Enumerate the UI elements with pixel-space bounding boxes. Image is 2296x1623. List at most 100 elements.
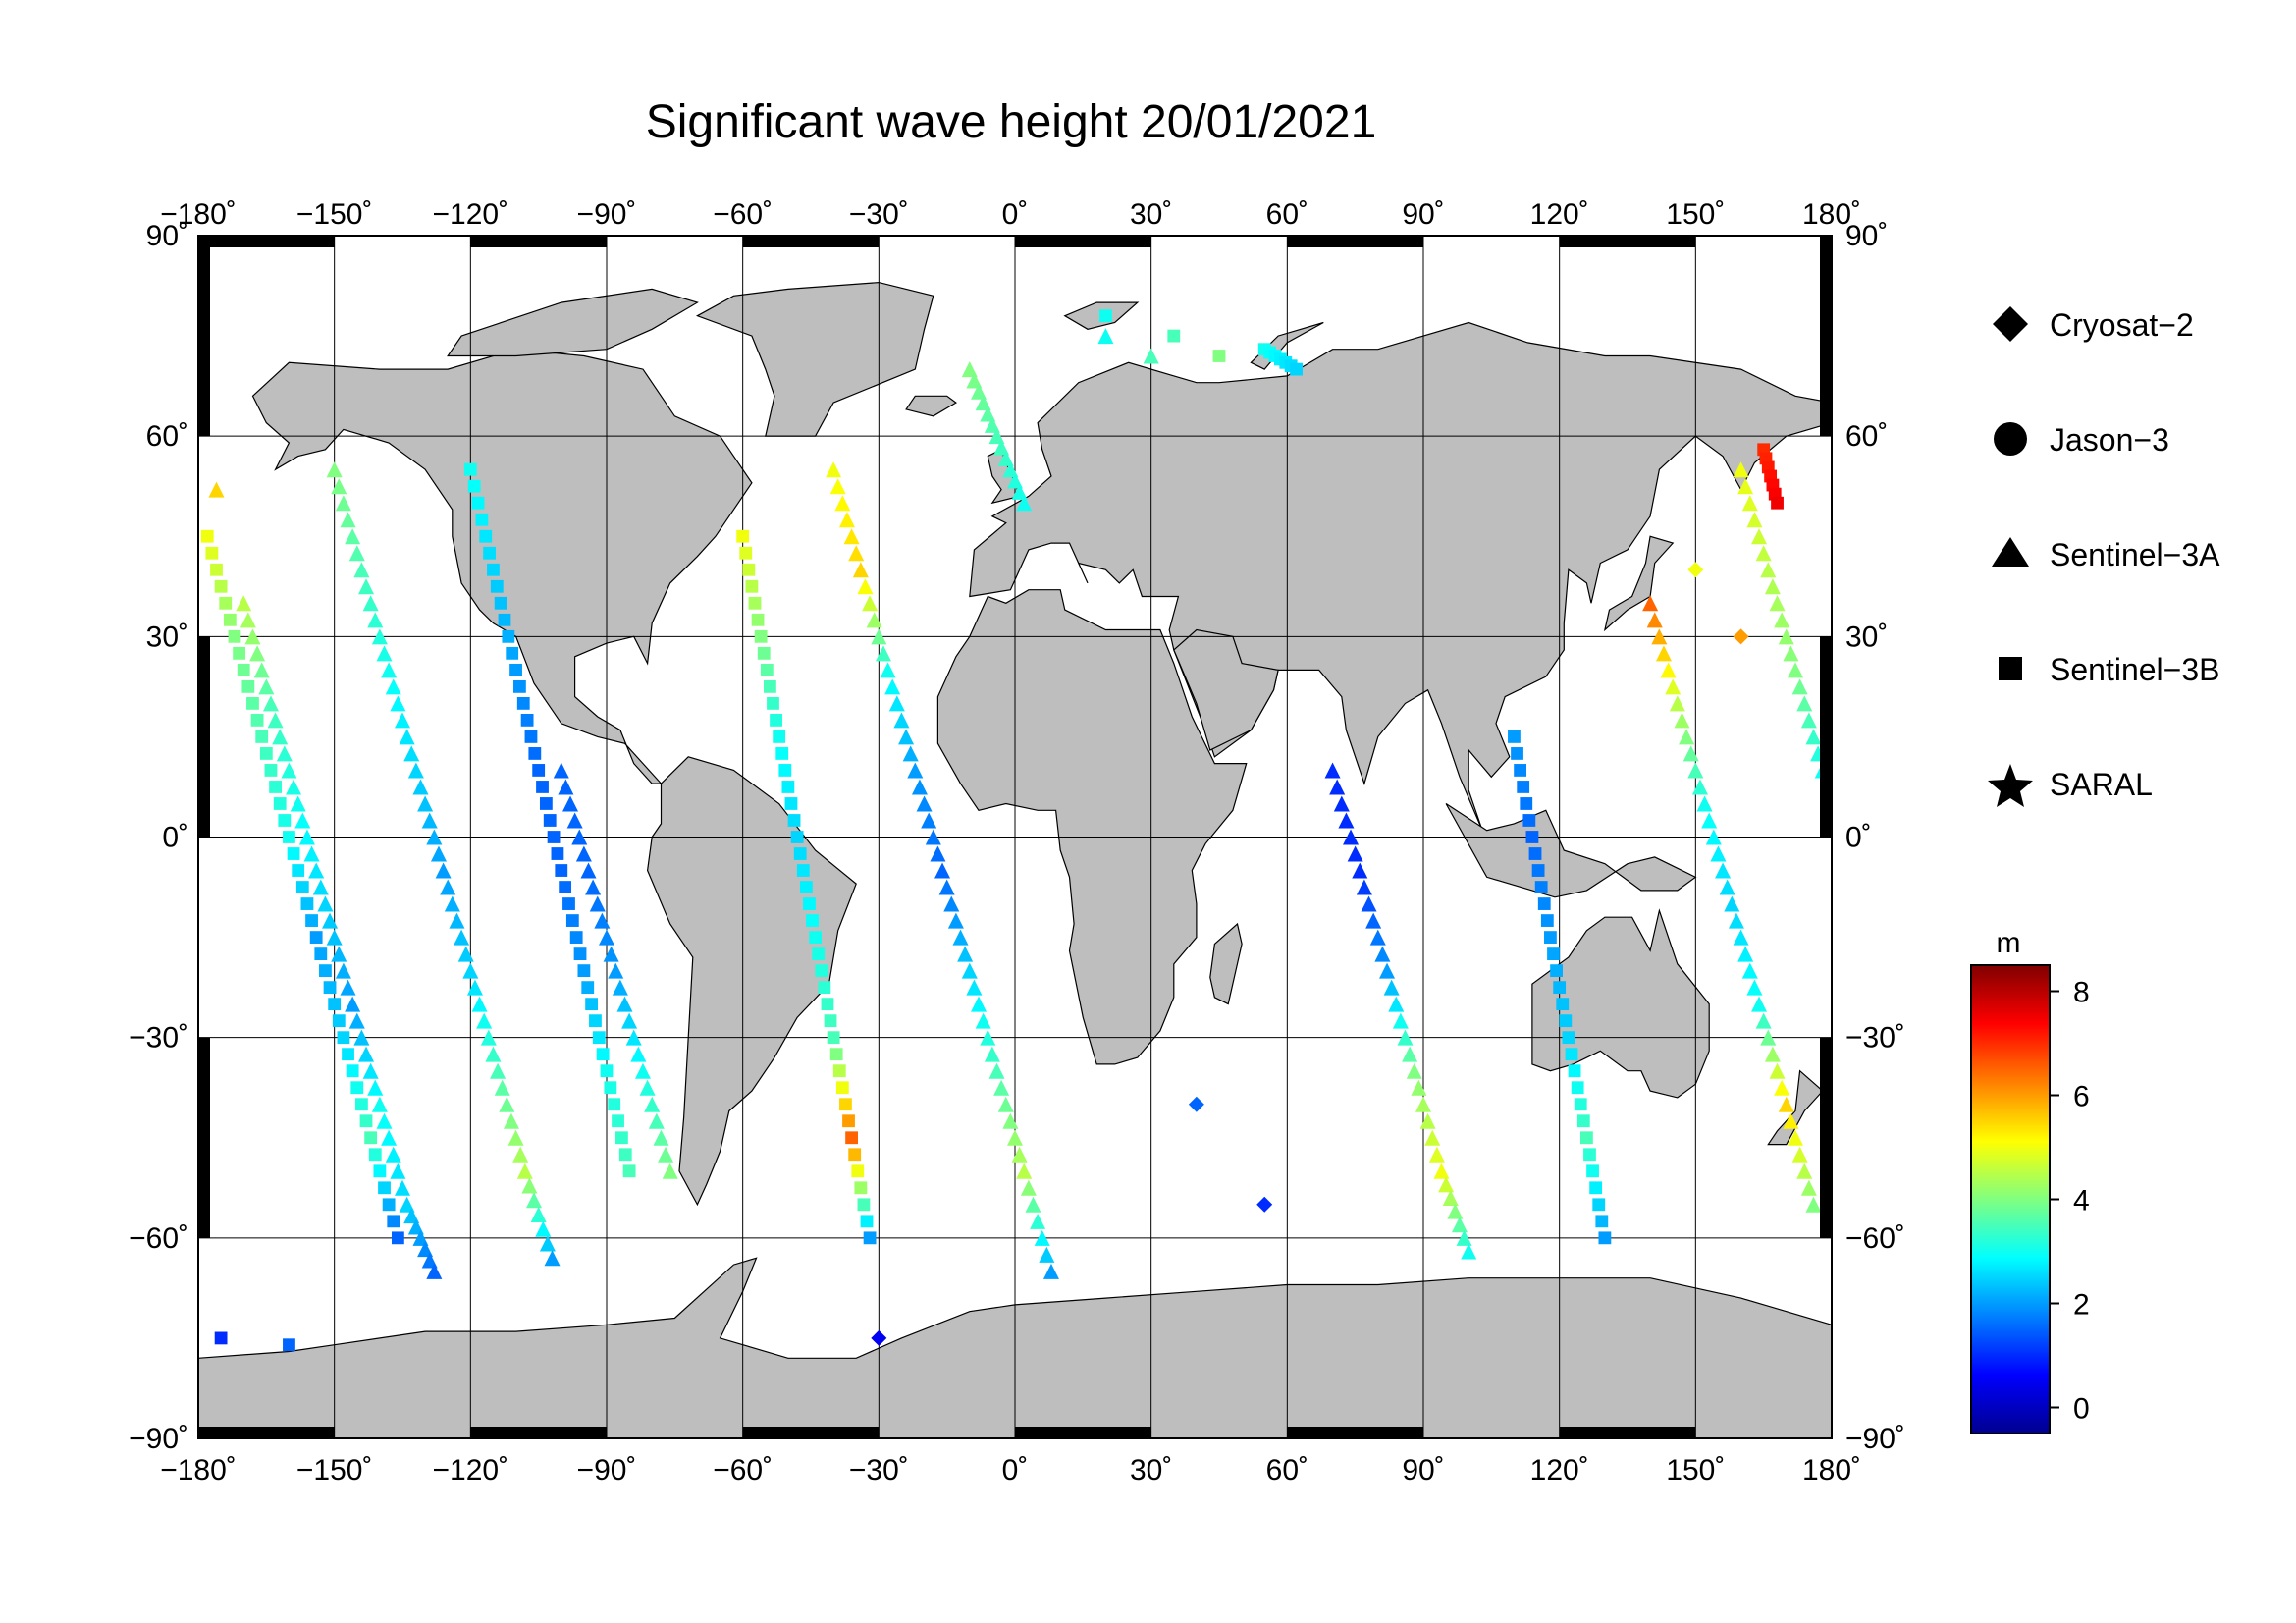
track-point-triangle	[440, 879, 456, 895]
track-point-triangle	[1682, 745, 1699, 762]
track-point-square	[264, 764, 278, 777]
track-point-square	[863, 1231, 877, 1245]
track-point-triangle	[971, 383, 988, 400]
track-point-square	[269, 781, 282, 793]
frame-bar-bottom	[742, 1427, 880, 1438]
track-point-triangle	[399, 729, 415, 745]
track-point-square	[205, 546, 219, 560]
track-point-triangle	[1760, 562, 1777, 578]
land-new-zealand	[1767, 1069, 1824, 1146]
track-point-square	[832, 1064, 846, 1078]
track-point-square	[860, 1215, 874, 1228]
track-point-triangle	[345, 996, 361, 1012]
track-point-square	[604, 1081, 617, 1095]
track-point-triangle	[1800, 712, 1817, 729]
track-point-triangle	[848, 545, 865, 562]
track-point-triangle	[499, 1096, 515, 1112]
track-point-triangle	[1669, 695, 1685, 712]
latitude-label: −30˚	[1845, 1022, 1905, 1055]
track-point-triangle	[407, 1218, 424, 1235]
track-point-triangle	[1665, 678, 1682, 695]
track-point-triangle	[1030, 1213, 1046, 1229]
track-point-triangle	[298, 829, 315, 845]
track-point-triangle	[1701, 812, 1718, 829]
latitude-label: 0˚	[1845, 822, 1872, 854]
track-point-square	[585, 998, 598, 1011]
track-point-square	[528, 747, 542, 760]
latitude-label: 90˚	[1845, 220, 1888, 252]
track-point-square	[827, 1031, 840, 1045]
track-point-diamond	[1733, 628, 1749, 645]
track-point-square	[818, 981, 831, 995]
frame-bar-bottom	[470, 1427, 607, 1438]
track-point-square	[815, 964, 828, 978]
track-point-square	[309, 931, 323, 944]
track-point-triangle	[1691, 779, 1708, 795]
track-point-square	[250, 714, 264, 727]
track-point-triangle	[335, 495, 351, 512]
track-point-square	[378, 1181, 391, 1195]
track-point-triangle	[1791, 1146, 1808, 1163]
track-point-triangle	[1442, 1190, 1459, 1206]
track-point-triangle	[362, 595, 379, 612]
track-point-triangle	[603, 946, 619, 962]
track-point-square	[577, 964, 591, 978]
track-point-square	[829, 1048, 843, 1061]
latitude-label: 90˚	[146, 220, 188, 252]
track-point-triangle	[345, 528, 361, 545]
track-point-triangle	[893, 712, 910, 729]
track-point-square	[1514, 764, 1527, 777]
track-point-triangle	[516, 1163, 533, 1179]
track-point-triangle	[1039, 1246, 1055, 1263]
longitude-label: 0˚	[1002, 1454, 1029, 1487]
track-point-square	[233, 646, 245, 660]
track-point-square	[555, 864, 568, 877]
track-point-triangle	[1760, 1029, 1777, 1046]
track-point-triangle	[952, 929, 969, 946]
track-point-square	[748, 596, 762, 610]
track-point-triangle	[1461, 1243, 1477, 1260]
frame-bar-bottom	[198, 1427, 335, 1438]
track-point-square	[1547, 947, 1560, 960]
track-point-square	[1589, 1181, 1603, 1195]
track-point-triangle	[1674, 712, 1690, 729]
track-point-triangle	[358, 1046, 375, 1062]
track-point-triangle	[1415, 1096, 1431, 1112]
track-point-triangle	[1042, 1263, 1059, 1279]
track-point-square	[355, 1098, 368, 1111]
track-point-triangle	[303, 845, 320, 862]
track-point-triangle	[1764, 578, 1781, 595]
track-point-square	[1212, 350, 1226, 362]
track-point-triangle	[1356, 879, 1372, 895]
circle-icon	[1994, 422, 2027, 456]
track-point-square	[1574, 1098, 1587, 1111]
track-point-triangle	[585, 879, 602, 895]
frame-bar-top	[198, 236, 335, 247]
track-point-triangle	[371, 628, 388, 645]
track-point-triangle	[426, 829, 443, 845]
track-point-triangle	[340, 979, 356, 996]
track-point-square	[273, 797, 287, 810]
track-point-triangle	[1710, 845, 1727, 862]
track-point-triangle	[966, 979, 983, 996]
track-point-square	[754, 629, 768, 643]
track-point-triangle	[993, 1079, 1010, 1096]
track-point-square	[1595, 1215, 1609, 1228]
track-point-square	[210, 563, 223, 576]
track-point-triangle	[1025, 1196, 1041, 1213]
track-point-triangle	[566, 812, 583, 829]
track-point-square	[346, 1064, 359, 1078]
track-point-triangle	[340, 512, 356, 528]
track-point-square	[809, 931, 823, 944]
track-point-square	[479, 529, 493, 543]
track-point-triangle	[1361, 895, 1377, 912]
colorbar-unit: m	[1997, 927, 2021, 959]
track-point-square	[1565, 1048, 1578, 1061]
track-point-triangle	[594, 912, 611, 929]
track-point-triangle	[367, 1079, 384, 1096]
track-point-square	[803, 897, 816, 910]
track-point-square	[857, 1198, 871, 1212]
latitude-label: 30˚	[1845, 621, 1888, 653]
track-point-triangle	[381, 662, 398, 678]
track-point-triangle	[1769, 1062, 1786, 1079]
